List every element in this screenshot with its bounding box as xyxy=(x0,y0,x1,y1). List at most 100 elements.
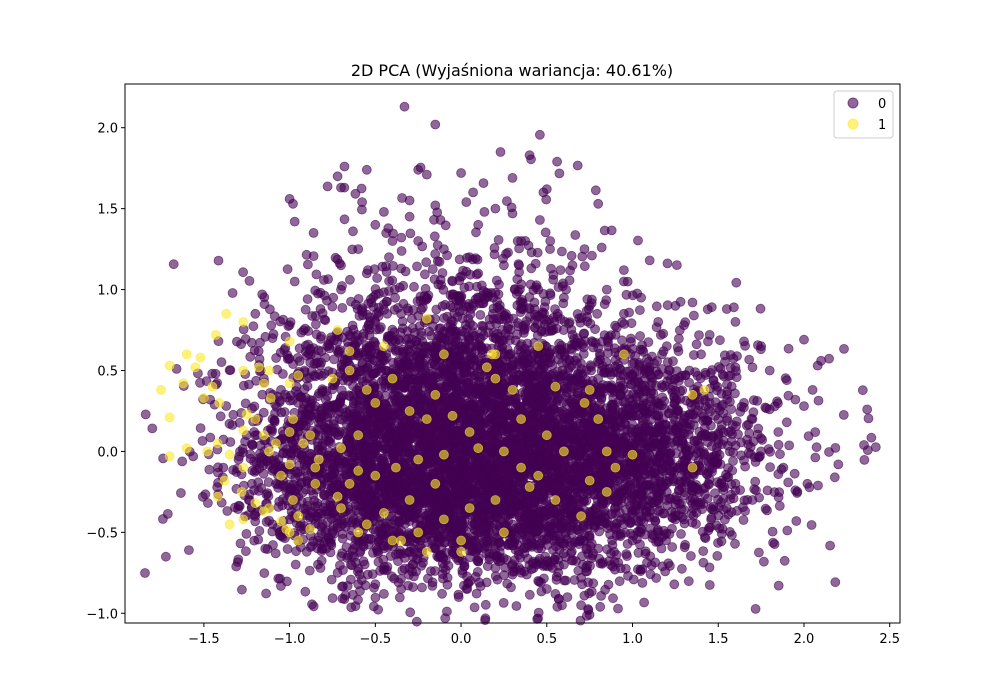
point-class-0 xyxy=(302,294,313,305)
point-class-0 xyxy=(611,550,622,560)
point-class-0 xyxy=(310,319,321,330)
point-class-0 xyxy=(602,544,612,555)
point-class-0 xyxy=(518,350,529,361)
point-class-0 xyxy=(662,258,673,269)
point-class-0 xyxy=(810,452,821,463)
point-class-0 xyxy=(438,432,449,443)
point-class-0 xyxy=(372,273,383,284)
point-class-0 xyxy=(312,437,323,448)
point-class-0 xyxy=(195,423,206,434)
point-class-0 xyxy=(329,354,339,365)
point-class-0 xyxy=(235,538,246,549)
point-class-0 xyxy=(332,408,343,418)
point-class-0 xyxy=(775,449,785,460)
point-class-0 xyxy=(346,602,357,613)
point-class-0 xyxy=(279,345,290,355)
point-class-0 xyxy=(511,601,522,611)
point-class-0 xyxy=(277,369,288,379)
point-class-0 xyxy=(411,616,422,627)
point-class-0 xyxy=(465,576,476,586)
point-class-0 xyxy=(307,599,317,610)
point-class-0 xyxy=(596,591,606,601)
point-class-0 xyxy=(294,343,305,354)
point-class-0 xyxy=(607,535,617,546)
point-class-0 xyxy=(417,582,427,593)
point-class-0 xyxy=(183,545,194,555)
point-class-0 xyxy=(471,588,482,599)
point-class-0 xyxy=(304,565,315,576)
point-class-0 xyxy=(270,548,281,559)
point-class-0 xyxy=(579,261,590,272)
point-class-0 xyxy=(757,434,768,445)
point-class-0 xyxy=(438,573,448,584)
point-class-0 xyxy=(284,353,295,364)
point-class-0 xyxy=(228,465,239,475)
point-class-0 xyxy=(540,227,551,238)
point-class-0 xyxy=(338,581,348,592)
point-class-0 xyxy=(236,584,247,595)
point-class-0 xyxy=(480,599,491,610)
point-class-0 xyxy=(683,576,694,587)
point-class-0 xyxy=(205,432,216,443)
point-class-0 xyxy=(441,606,452,617)
point-class-0 xyxy=(320,315,331,326)
point-class-0 xyxy=(147,423,158,434)
point-class-0 xyxy=(433,439,444,450)
point-class-0 xyxy=(314,388,324,399)
point-class-0 xyxy=(215,411,226,422)
point-class-0 xyxy=(469,602,480,613)
point-class-0 xyxy=(364,416,375,427)
point-class-0 xyxy=(715,335,725,346)
point-class-0 xyxy=(566,250,577,261)
point-class-0 xyxy=(376,419,387,430)
point-class-0 xyxy=(610,320,620,331)
point-class-0 xyxy=(595,601,606,612)
point-class-0 xyxy=(202,498,213,508)
point-class-0 xyxy=(290,559,301,570)
point-class-0 xyxy=(773,580,784,591)
point-class-0 xyxy=(614,576,625,587)
point-class-0 xyxy=(284,395,295,406)
point-class-0 xyxy=(569,575,580,585)
point-class-0 xyxy=(660,566,671,577)
point-class-0 xyxy=(273,573,284,584)
point-class-0 xyxy=(224,418,235,429)
point-class-0 xyxy=(676,529,686,539)
points-layer xyxy=(140,101,881,627)
point-class-0 xyxy=(258,407,269,418)
point-class-0 xyxy=(608,593,618,604)
point-class-0 xyxy=(177,456,188,467)
point-class-0 xyxy=(698,546,709,556)
point-class-0 xyxy=(160,551,171,562)
point-class-0 xyxy=(353,594,363,605)
point-class-0 xyxy=(412,261,422,272)
point-class-0 xyxy=(545,288,556,299)
point-class-0 xyxy=(360,364,371,375)
point-class-0 xyxy=(698,557,709,568)
point-class-0 xyxy=(405,607,416,618)
point-class-0 xyxy=(168,259,179,270)
point-class-0 xyxy=(493,234,504,245)
point-class-0 xyxy=(249,401,260,412)
point-class-0 xyxy=(292,352,303,363)
point-class-0 xyxy=(767,526,778,537)
point-class-0 xyxy=(475,309,486,320)
point-class-0 xyxy=(240,398,251,409)
point-class-0 xyxy=(265,423,276,434)
point-class-0 xyxy=(704,580,715,590)
point-class-0 xyxy=(279,407,290,417)
point-class-0 xyxy=(372,440,383,451)
point-class-0 xyxy=(613,603,623,614)
point-class-0 xyxy=(635,305,645,316)
point-class-0 xyxy=(195,377,205,388)
point-class-0 xyxy=(238,447,249,458)
point-class-0 xyxy=(639,597,649,608)
point-class-0 xyxy=(437,588,448,599)
point-class-0 xyxy=(633,235,643,246)
point-class-0 xyxy=(345,574,356,585)
point-class-0 xyxy=(453,592,464,602)
point-class-0 xyxy=(427,577,438,588)
point-class-0 xyxy=(712,551,723,561)
point-class-0 xyxy=(706,302,717,313)
